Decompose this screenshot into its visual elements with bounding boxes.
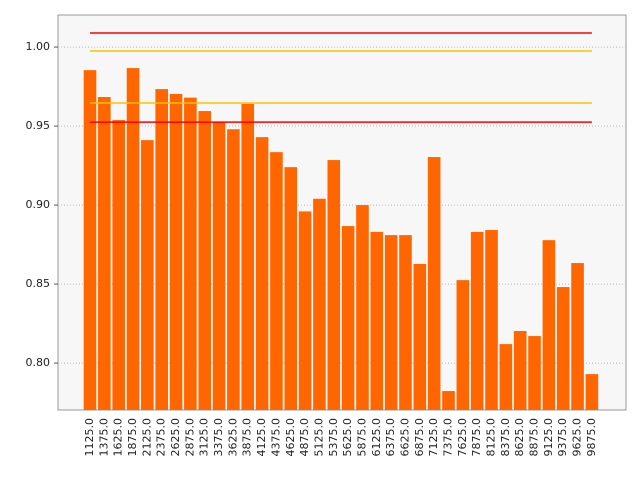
bar [141,140,154,411]
x-tick-label: 1125.0 [83,418,96,457]
x-tick-label: 3625.0 [226,418,239,457]
x-tick-label: 7375.0 [442,418,455,457]
bar [399,235,412,410]
bar [384,235,398,410]
x-tick-label: 1625.0 [112,418,125,457]
bar [456,280,470,410]
x-tick-label: 2625.0 [169,418,182,457]
bar [585,374,599,410]
bar [298,211,312,410]
y-tick-label: 0.90 [26,198,51,211]
bar [313,198,326,410]
x-tick-label: 7125.0 [427,418,440,457]
x-tick-label: 6375.0 [384,418,397,457]
x-tick-label: 7875.0 [470,418,483,457]
bar [184,97,197,410]
x-tick-label: 9625.0 [571,418,584,457]
x-tick-label: 5375.0 [327,418,340,457]
bar [212,122,226,411]
y-tick-label: 0.95 [26,119,51,132]
bar [98,97,111,410]
x-tick-label: 8625.0 [513,418,526,457]
x-tick-label: 2125.0 [140,418,153,457]
y-tick-label: 1.00 [26,40,51,53]
y-tick-label: 0.85 [26,277,51,290]
x-tick-label: 2875.0 [183,418,196,457]
x-tick-label: 5875.0 [355,418,368,457]
bar [169,94,183,410]
x-tick-label: 9875.0 [585,418,598,457]
x-tick-label: 1375.0 [97,418,110,457]
bar [270,152,283,411]
x-tick-label: 8875.0 [528,418,541,457]
bar [241,103,255,410]
x-tick-label: 8375.0 [499,418,512,457]
x-tick-label: 1875.0 [126,418,139,457]
bar [528,336,541,410]
bar [499,344,513,410]
bar [442,391,455,410]
bar [255,137,269,410]
x-tick-label: 6875.0 [413,418,426,457]
x-tick-label: 3375.0 [212,418,225,457]
bar [427,157,441,410]
bar [556,287,570,410]
x-tick-label: 6625.0 [398,418,411,457]
bar [571,263,584,410]
x-tick-label: 9125.0 [542,418,555,457]
x-tick-label: 4625.0 [284,418,297,457]
x-tick-label: 3875.0 [241,418,254,457]
bar [83,70,97,410]
bar [485,230,498,410]
x-tick-label: 4125.0 [255,418,268,457]
bar [356,205,369,410]
bar [370,231,384,410]
bar [112,120,125,410]
bar [227,129,240,410]
bar [155,89,168,411]
x-tick-label: 5625.0 [341,418,354,457]
y-tick-label: 0.80 [26,356,51,369]
bar [284,167,298,410]
x-tick-label: 4375.0 [269,418,282,457]
bar [198,111,212,411]
bar [513,331,527,410]
bar [126,68,140,410]
x-tick-label: 2375.0 [155,418,168,457]
bar [542,240,556,410]
x-tick-label: 3125.0 [198,418,211,457]
x-tick-label: 5125.0 [312,418,325,457]
bar [470,231,484,410]
x-tick-label: 7625.0 [456,418,469,457]
bar [413,264,427,410]
x-tick-label: 4875.0 [298,418,311,457]
x-tick-label: 9375.0 [556,418,569,457]
x-tick-label: 8125.0 [485,418,498,457]
bar [327,160,341,410]
bar [341,226,355,410]
x-tick-label: 6125.0 [370,418,383,457]
